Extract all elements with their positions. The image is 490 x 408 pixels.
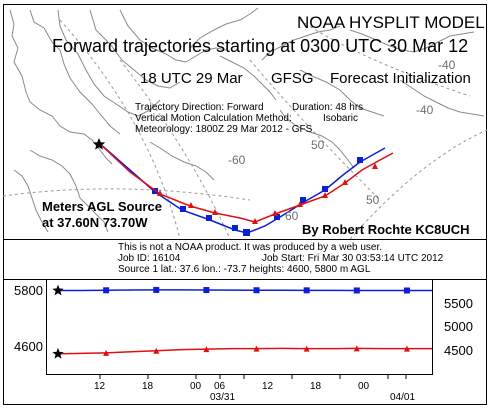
lon-label-50: 50 (311, 138, 325, 152)
lon-label-60b: 60 (285, 209, 299, 223)
info-meteorology: Meteorology: 1800Z 29 Mar 2012 - GFS (135, 124, 313, 135)
x-tick-label: 00 (190, 381, 202, 392)
height-marker-red (203, 346, 210, 353)
pressure-label-5000: 5000 (444, 319, 473, 334)
info-vertical-value: Isobaric (323, 113, 359, 124)
height-marker-red (353, 345, 360, 352)
height-marker-blue (103, 287, 110, 294)
height-start-star (52, 284, 64, 296)
figure-border (3, 4, 487, 405)
x-tick-label: 12 (94, 381, 106, 392)
source-info: Source 1 lat.: 37.6 lon.: -73.7 heights:… (118, 264, 371, 275)
info-duration: Duration: 48 hrs (292, 102, 364, 113)
init-time: 18 UTC 29 Mar (140, 70, 243, 87)
job-start: Job Start: Fri Mar 30 03:53:14 UTC 2012 (262, 253, 444, 264)
source-coords: at 37.60N 73.70W (42, 215, 148, 230)
pressure-label-4500: 4500 (444, 343, 473, 358)
height-marker-blue (303, 287, 310, 294)
start-height-label-bottom: 4600 (14, 339, 43, 354)
x-tick-label: 12 (262, 381, 274, 392)
height-marker-red (303, 345, 310, 352)
date-label-0331: 03/31 (210, 392, 236, 403)
x-tick-label: 18 (310, 381, 322, 392)
source-star (92, 138, 106, 150)
height-marker-blue (403, 287, 410, 294)
time-height-panel (52, 284, 433, 379)
height-start-star (52, 347, 64, 359)
height-marker-blue (353, 287, 360, 294)
date-label-0401: 04/01 (390, 392, 416, 403)
info-vertical-method: Vertical Motion Calculation Method: (135, 113, 292, 124)
init-label: Forecast Initialization (330, 70, 471, 87)
graticule (2, 19, 488, 240)
trajectory-red (98, 142, 394, 223)
coastlines (9, 7, 485, 233)
lon-label-50b: 50 (366, 193, 380, 207)
height-series-red (55, 347, 432, 355)
pressure-label-5500: 5500 (444, 296, 473, 311)
source-heading: Meters AGL Source (42, 199, 162, 214)
height-marker-red (103, 349, 110, 356)
trajectory-red-markers (157, 163, 378, 224)
height-marker-blue (253, 287, 260, 294)
figure-subtitle: Forward trajectories starting at 0300 UT… (52, 36, 469, 56)
author-credit: By Robert Rochte KC8UCH (302, 222, 470, 237)
lon-label-60: -60 (228, 153, 246, 167)
height-marker-red (253, 345, 260, 352)
x-tick-label: 18 (142, 381, 154, 392)
height-series-blue (56, 289, 433, 292)
job-id: Job ID: 16104 (118, 253, 181, 264)
lon-label-40-right: -40 (416, 103, 434, 117)
init-model: GFSG (271, 70, 314, 87)
height-marker-blue (153, 286, 160, 293)
height-marker-blue (203, 287, 210, 294)
height-marker-red (403, 345, 410, 352)
lon-label-40-upper: -40 (438, 58, 456, 72)
disclaimer: This is not a NOAA product. It was produ… (118, 242, 383, 253)
info-direction: Trajectory Direction: Forward (135, 102, 264, 113)
x-tick-label: 00 (358, 381, 370, 392)
start-height-label-top: 5800 (14, 283, 43, 298)
figure-title: NOAA HYSPLIT MODEL (297, 13, 485, 32)
height-marker-red (153, 347, 160, 354)
x-tick-label: 06 (214, 381, 226, 392)
